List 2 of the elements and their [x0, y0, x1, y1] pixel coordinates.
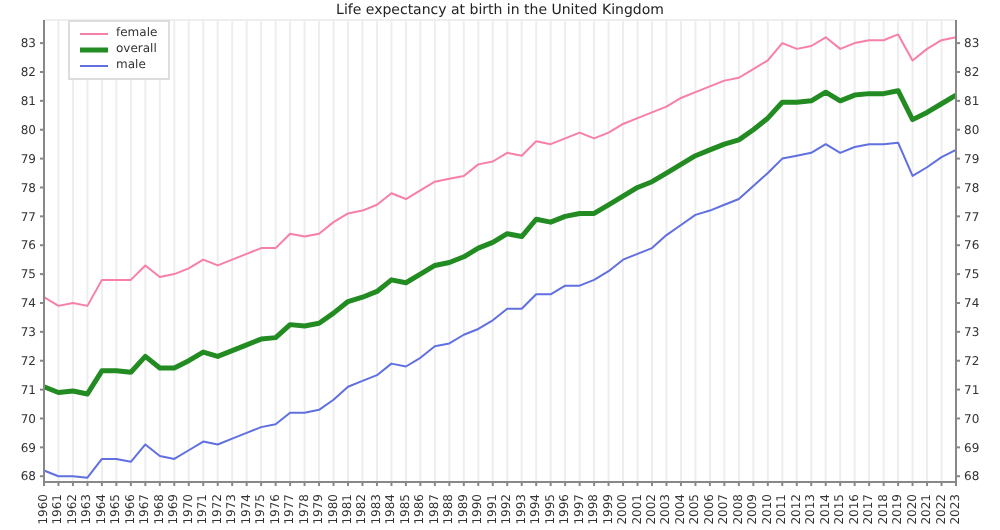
- line-series: [41, 88, 959, 397]
- line-series: [43, 33, 957, 307]
